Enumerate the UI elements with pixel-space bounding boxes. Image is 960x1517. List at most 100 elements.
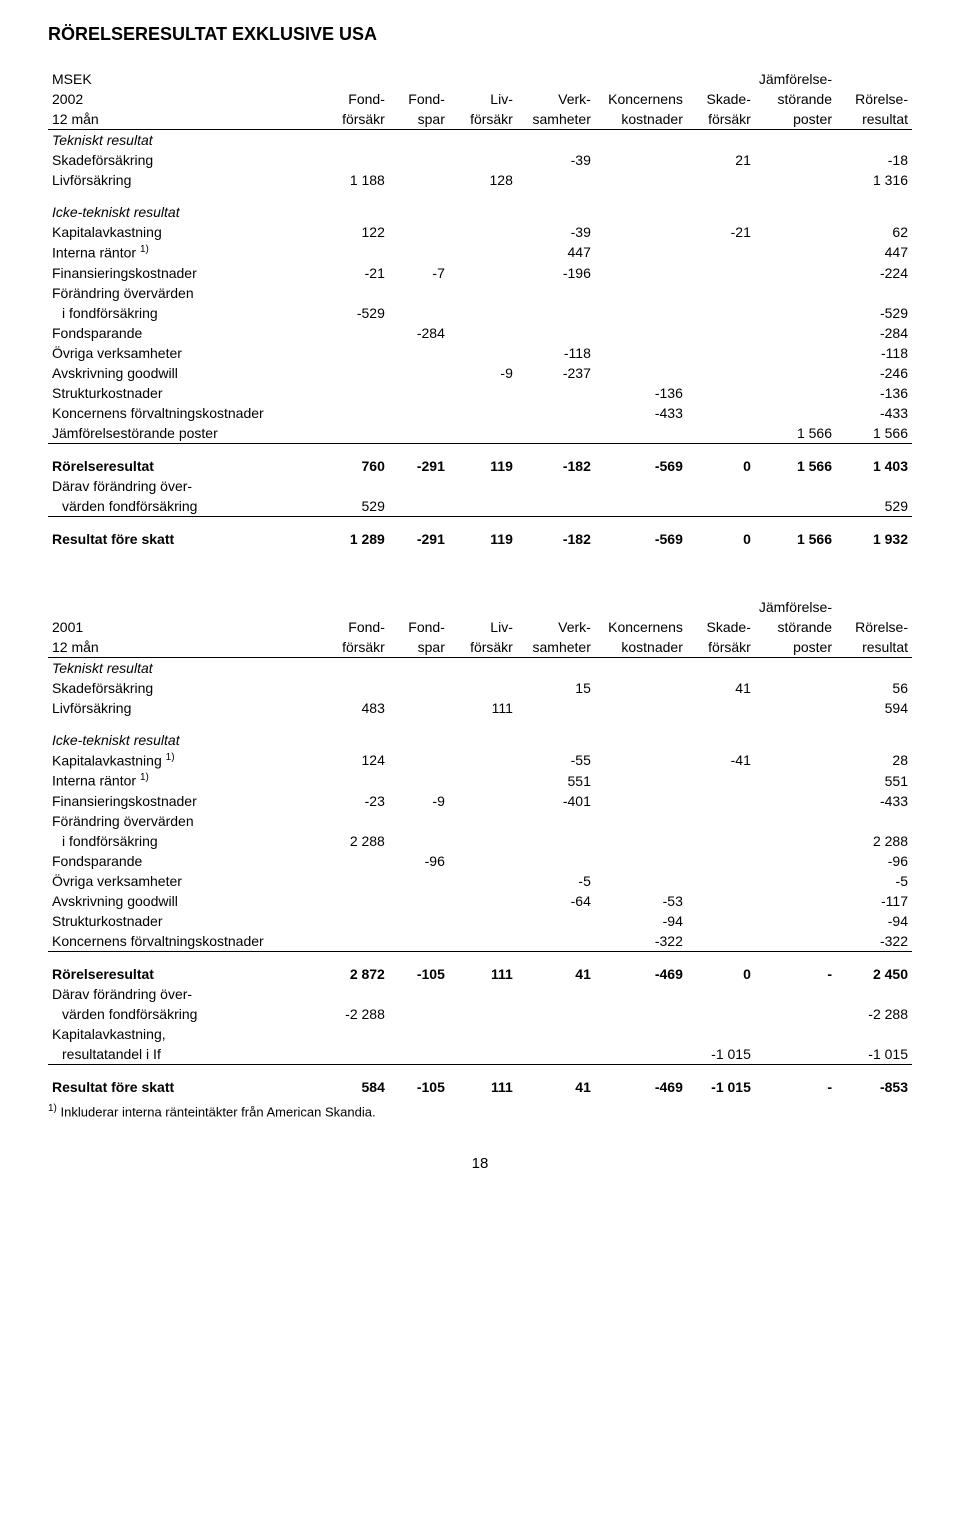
- row-label: Kapitalavkastning 1): [48, 750, 321, 771]
- row-label: Förändring övervärden: [48, 811, 321, 831]
- table-row: värden fondförsäkring 529529: [48, 496, 912, 517]
- table-row: Kapitalavkastning,: [48, 1024, 912, 1044]
- row-label: Finansieringskostnader: [48, 263, 321, 283]
- table-row: Rörelseresultat 2 872-10511141-4690-2 45…: [48, 951, 912, 984]
- row-label: Skadeförsäkring: [48, 678, 321, 698]
- row-label: Interna räntor 1): [48, 770, 321, 791]
- row-label: Finansieringskostnader: [48, 791, 321, 811]
- footnote-marker: 1): [48, 1103, 57, 1114]
- table-row: Fondsparande -96-96: [48, 851, 912, 871]
- row-label: Fondsparande: [48, 851, 321, 871]
- footnote-ref: 1): [140, 244, 149, 255]
- table-row: Livförsäkring 1 1881281 316: [48, 170, 912, 190]
- table-row: Övriga verksamheter -5-5: [48, 871, 912, 891]
- table-row: Förändring övervärden: [48, 811, 912, 831]
- table-row: Därav förändring över-: [48, 984, 912, 1004]
- table-row: Skadeförsäkring -3921-18: [48, 150, 912, 170]
- table-row: Strukturkostnader -94-94: [48, 911, 912, 931]
- row-label: Koncernens förvaltningskostnader: [48, 403, 321, 423]
- hdr-jamf: Jämförelse-: [755, 69, 836, 89]
- row-label: Koncernens förvaltningskostnader: [48, 931, 321, 952]
- table-row: Avskrivning goodwill -9-237-246: [48, 363, 912, 383]
- row-label: Kapitalavkastning,: [48, 1024, 321, 1044]
- table-row: Därav förändring över-: [48, 476, 912, 496]
- row-label: Interna räntor 1): [48, 242, 321, 263]
- table-row: Finansieringskostnader -23-9-401-433: [48, 791, 912, 811]
- col-skade-t: Skade-: [687, 89, 755, 109]
- col-livforsakr-t: Liv-: [449, 89, 517, 109]
- table-row: Koncernens förvaltningskostnader -433-43…: [48, 403, 912, 423]
- col-livforsakr-b: försäkr: [449, 109, 517, 130]
- table-row: Övriga verksamheter -118-118: [48, 343, 912, 363]
- row-label: resultatandel i If: [48, 1044, 321, 1065]
- row-label: Avskrivning goodwill: [48, 363, 321, 383]
- col-fondspar-t: Fond-: [389, 89, 449, 109]
- col-konc-b: kostnader: [595, 109, 687, 130]
- row-label: Därav förändring över-: [48, 984, 321, 1004]
- table-row: Avskrivning goodwill -64-53-117: [48, 891, 912, 911]
- table-row: Strukturkostnader -136-136: [48, 383, 912, 403]
- row-label: i fondförsäkring: [48, 303, 321, 323]
- row-label: Kapitalavkastning: [48, 222, 321, 242]
- row-label: Jämförelsestörande poster: [48, 423, 321, 444]
- row-label: Övriga verksamheter: [48, 871, 321, 891]
- year-2001: 2001: [48, 617, 321, 637]
- row-label: Därav förändring över-: [48, 476, 321, 496]
- table-row: värden fondförsäkring -2 288-2 288: [48, 1004, 912, 1024]
- table-row: Kapitalavkastning 122-39-2162: [48, 222, 912, 242]
- footnote: 1) Inkluderar interna ränteintäkter från…: [48, 1103, 912, 1119]
- col-ror-b: resultat: [836, 109, 912, 130]
- table-row: Skadeförsäkring 154156: [48, 678, 912, 698]
- table-row: Koncernens förvaltningskostnader -322-32…: [48, 931, 912, 952]
- row-label: Livförsäkring: [48, 698, 321, 718]
- table-row: Finansieringskostnader -21-7-196-224: [48, 263, 912, 283]
- footnote-ref: 1): [166, 752, 175, 763]
- table-row: Interna räntor 1) 447447: [48, 242, 912, 263]
- row-label: Strukturkostnader: [48, 911, 321, 931]
- col-konc-t: Koncernens: [595, 89, 687, 109]
- table-row: Resultat före skatt 584-10511141-469-1 0…: [48, 1064, 912, 1097]
- table-row: Förändring övervärden: [48, 283, 912, 303]
- table-row: i fondförsäkring -529-529: [48, 303, 912, 323]
- col-verksam-t: Verk-: [517, 89, 595, 109]
- table-row: Livförsäkring 483111594: [48, 698, 912, 718]
- table-row: Fondsparande -284-284: [48, 323, 912, 343]
- row-label: Fondsparande: [48, 323, 321, 343]
- row-label: Avskrivning goodwill: [48, 891, 321, 911]
- hdr-jamf: Jämförelse-: [755, 597, 836, 617]
- table-row: resultatandel i If -1 015-1 015: [48, 1044, 912, 1065]
- table-row: Resultat före skatt 1 289-291119-182-569…: [48, 516, 912, 549]
- col-stor-b: poster: [755, 109, 836, 130]
- row-label: Resultat före skatt: [48, 1064, 321, 1097]
- row-label: Förändring övervärden: [48, 283, 321, 303]
- table-row: Kapitalavkastning 1) 124-55-4128: [48, 750, 912, 771]
- table-2002: MSEK Jämförelse- 2002 Fond- Fond- Liv- V…: [48, 69, 912, 549]
- col-verksam-b: samheter: [517, 109, 595, 130]
- row-label: Skadeförsäkring: [48, 150, 321, 170]
- row-label: Strukturkostnader: [48, 383, 321, 403]
- table-row: Jämförelsestörande poster 1 5661 566: [48, 423, 912, 444]
- row-label: värden fondförsäkring: [48, 1004, 321, 1024]
- msek-label: MSEK: [48, 69, 321, 89]
- col-stor-t: störande: [755, 89, 836, 109]
- footnote-text: Inkluderar interna ränteintäkter från Am…: [61, 1104, 376, 1119]
- col-fondforsakr-t: Fond-: [321, 89, 389, 109]
- row-label: Livförsäkring: [48, 170, 321, 190]
- tolvman: 12 mån: [48, 109, 321, 130]
- col-ror-t: Rörelse-: [836, 89, 912, 109]
- page-number: 18: [48, 1155, 912, 1172]
- col-fondspar-b: spar: [389, 109, 449, 130]
- table-row: Interna räntor 1) 551551: [48, 770, 912, 791]
- row-label: i fondförsäkring: [48, 831, 321, 851]
- col-fondforsakr-b: försäkr: [321, 109, 389, 130]
- row-label: Övriga verksamheter: [48, 343, 321, 363]
- year-2002: 2002: [48, 89, 321, 109]
- table-row: i fondförsäkring 2 2882 288: [48, 831, 912, 851]
- row-label: Resultat före skatt: [48, 516, 321, 549]
- page-title: RÖRELSERESULTAT EXKLUSIVE USA: [48, 24, 912, 45]
- row-label: värden fondförsäkring: [48, 496, 321, 517]
- table-2001: Jämförelse- 2001 Fond- Fond- Liv- Verk- …: [48, 597, 912, 1097]
- icketekniskt-resultat: Icke-tekniskt resultat: [48, 190, 321, 222]
- col-skade-b: försäkr: [687, 109, 755, 130]
- footnote-ref: 1): [140, 772, 149, 783]
